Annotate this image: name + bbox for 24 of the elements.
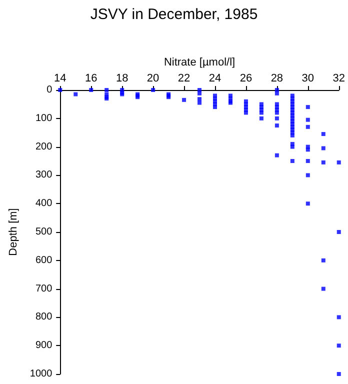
y-axis-title: Depth [m]: [8, 208, 20, 256]
x-axis-title: Nitrate [µmol/l]: [164, 56, 236, 68]
chart-title: JSVY in December, 1985: [90, 6, 258, 23]
y-tick-label: 0: [46, 84, 53, 96]
y-tick-label: 500: [35, 226, 53, 238]
x-tick-label: 16: [84, 72, 98, 84]
y-tick-label: 300: [35, 170, 53, 181]
y-tick-label: 600: [35, 254, 53, 266]
x-tick-label: 24: [208, 72, 222, 84]
x-tick-label: 28: [270, 72, 284, 84]
y-tick-label: 1000: [30, 368, 53, 380]
x-tick-label: 32: [332, 72, 346, 84]
y-tick-label: 200: [35, 141, 53, 152]
y-tick-label: 800: [35, 312, 53, 323]
x-tick-label: 14: [54, 72, 66, 84]
y-tick-label: 100: [35, 112, 53, 124]
x-tick-label: 22: [178, 72, 190, 84]
y-tick-label: 400: [35, 198, 53, 210]
y-tick-label: 700: [35, 283, 53, 294]
x-tick-label: 18: [116, 72, 128, 84]
x-tick-label: 26: [240, 72, 252, 84]
x-tick-label: 30: [302, 72, 314, 84]
x-tick-label: 20: [146, 72, 160, 84]
y-tick-label: 900: [35, 340, 53, 352]
